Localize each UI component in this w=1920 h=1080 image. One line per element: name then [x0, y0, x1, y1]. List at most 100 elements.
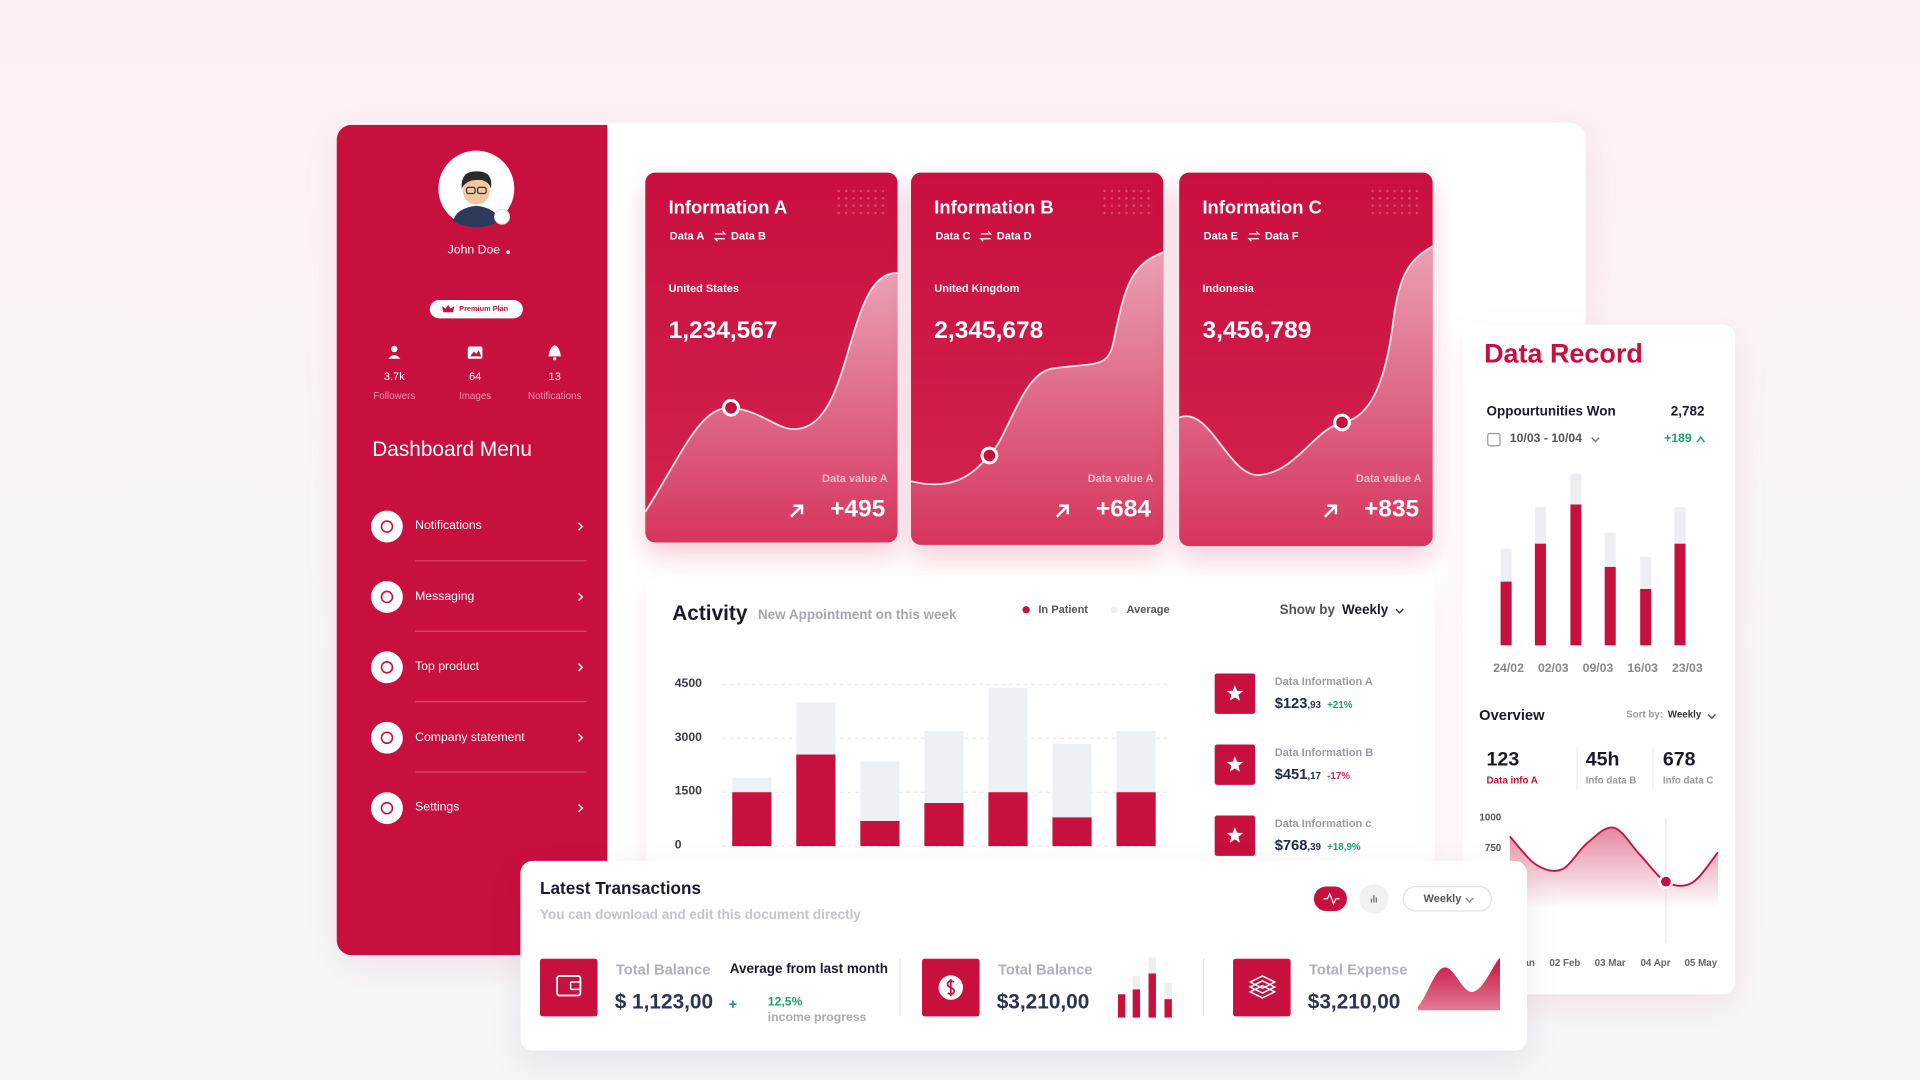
x-tick-label: 24/02: [1493, 662, 1524, 676]
dot: [1140, 204, 1143, 207]
menu-icon-glyph: [380, 520, 394, 533]
record-change: +189: [1664, 432, 1692, 446]
mini-area: [1417, 957, 1500, 1011]
transaction-label: Total Expense: [1308, 961, 1408, 979]
stat-value: 64: [468, 370, 482, 383]
menu-item[interactable]: Top product: [415, 660, 480, 674]
x-tick-label: 04 Apr: [1640, 957, 1671, 969]
dot: [1110, 189, 1114, 193]
dot: [1125, 204, 1128, 207]
dot: [859, 189, 863, 193]
chevron: [578, 803, 584, 813]
stat-label: Followers: [373, 390, 416, 402]
menu-item[interactable]: Messaging: [415, 589, 475, 604]
dot: [1415, 189, 1418, 193]
card-area: [1179, 246, 1433, 547]
menu-icon-glyph: [380, 801, 394, 815]
transaction-value: $3,210,00: [1307, 990, 1401, 1014]
dot: [1103, 189, 1106, 193]
dot: [1117, 204, 1121, 207]
menu-item[interactable]: Settings: [415, 800, 460, 815]
activity-subtitle: New Appointment on this week: [757, 607, 957, 623]
avatar-glasses: [476, 186, 487, 195]
dot: [859, 197, 863, 200]
icon-images: [470, 350, 482, 357]
dot: [1378, 211, 1382, 215]
card-change: +495: [830, 495, 886, 523]
pulse-icon: [1323, 892, 1340, 906]
item-amount-row: $768,39 +18,9%: [1275, 838, 1361, 853]
dot: [1408, 197, 1411, 200]
item-label: Data Information A: [1274, 675, 1373, 688]
chevron: [578, 663, 584, 672]
bar: [796, 754, 836, 847]
dot: [837, 189, 840, 193]
coin-icon: [946, 978, 956, 997]
menu-icon-glyph: [380, 731, 394, 745]
card-from: Data E: [1203, 229, 1238, 242]
info-card: Information B Data C Data D United Kingdom 2…: [911, 172, 1164, 545]
average-percent: 12,5%: [767, 995, 803, 1009]
overview-label: Info data B: [1585, 775, 1637, 787]
dot: [874, 197, 877, 200]
item-amount: $123: [1274, 694, 1308, 712]
avatar-face: [462, 177, 490, 205]
dot: [1140, 189, 1143, 193]
bar: [1116, 792, 1156, 847]
average-caption: income progress: [767, 1011, 867, 1025]
transactions-card: Latest Transactions You can download and …: [520, 860, 1527, 1051]
info-card-graphics: [911, 189, 1164, 545]
period[interactable]: Weekly: [1423, 892, 1462, 905]
calendar-icon: [1487, 432, 1501, 447]
card-area: [645, 273, 898, 543]
item-amount: $768: [1274, 836, 1308, 854]
card-title: Information B: [934, 197, 1054, 219]
card-caption: Data value A: [821, 472, 888, 485]
record-title: Data Record: [1484, 337, 1643, 369]
dot: [837, 197, 840, 200]
dot: [852, 189, 855, 193]
date-range[interactable]: 10/03 - 10/04: [1509, 432, 1582, 446]
x-tick-label: 03 Mar: [1594, 957, 1626, 969]
dot: [1393, 204, 1396, 207]
swap-icon: [979, 230, 993, 242]
x-tick-label: 02/03: [1537, 662, 1569, 676]
dot: [1132, 197, 1136, 200]
show-by[interactable]: Weekly: [1342, 603, 1389, 618]
activity-title: Activity: [672, 601, 748, 626]
marker: [1658, 874, 1674, 889]
y-tick-label: 4500: [674, 677, 702, 691]
bar: [988, 792, 1028, 847]
menu-item[interactable]: Notifications: [415, 519, 482, 533]
menu-item[interactable]: Company statement: [415, 730, 525, 744]
menu-icon: [371, 792, 403, 825]
item-cents: ,17: [1307, 770, 1322, 782]
transactions-card-graphics: [540, 884, 1500, 1018]
icon-bell: [548, 345, 561, 357]
dot: [844, 211, 848, 215]
dot: [881, 189, 885, 193]
chevron: [578, 733, 584, 742]
dot: [1125, 189, 1128, 193]
dot: [1132, 211, 1136, 215]
dot: [844, 197, 848, 200]
dot: [1103, 211, 1106, 215]
dot: [1147, 189, 1150, 193]
legend-label: In Patient: [1038, 603, 1088, 616]
x-tick-label: 05 May: [1684, 957, 1718, 969]
dot: [1415, 211, 1418, 215]
chevron: [1591, 437, 1600, 443]
star: [1226, 827, 1244, 843]
dot: [1378, 197, 1382, 200]
dot: [881, 197, 885, 200]
dot: [1408, 211, 1411, 215]
data-record-card-graphics: [1487, 432, 1719, 943]
period-dropdown: [1402, 885, 1493, 912]
dot: [1386, 211, 1389, 215]
sort[interactable]: Weekly: [1667, 708, 1702, 720]
bar-icon: [1370, 895, 1377, 903]
dot: [1378, 189, 1382, 193]
card-line: [645, 272, 898, 513]
stat-label: Images: [459, 390, 492, 402]
